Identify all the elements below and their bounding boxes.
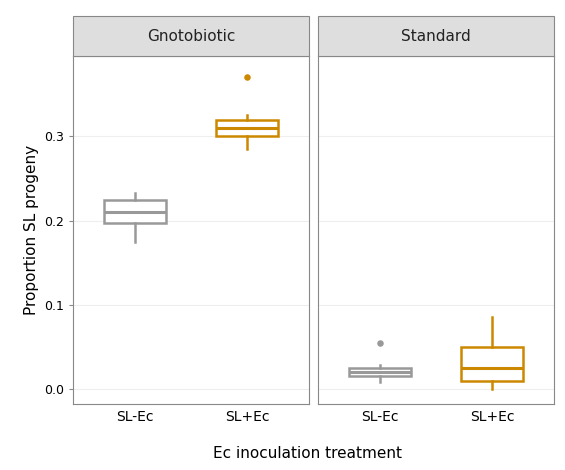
Y-axis label: Proportion SL progeny: Proportion SL progeny — [24, 145, 39, 315]
Bar — [461, 347, 523, 381]
Text: Gnotobiotic: Gnotobiotic — [147, 29, 236, 44]
Bar — [349, 368, 411, 376]
Bar — [216, 119, 278, 136]
Point — [243, 74, 252, 81]
Bar — [105, 200, 166, 223]
Text: Standard: Standard — [401, 29, 471, 44]
Point — [375, 339, 384, 346]
Text: Ec inoculation treatment: Ec inoculation treatment — [214, 446, 402, 461]
